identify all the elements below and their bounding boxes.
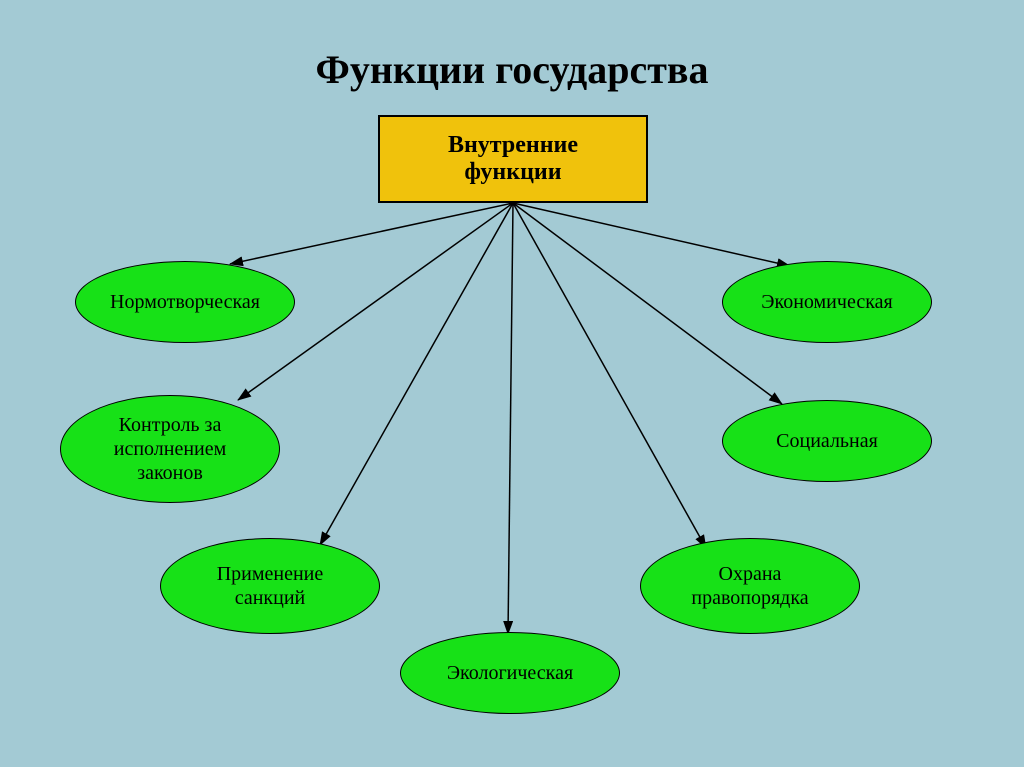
- node-n4: Экологическая: [400, 632, 620, 714]
- node-n1: Нормотворческая: [75, 261, 295, 343]
- node-n5: Охранаправопорядка: [640, 538, 860, 634]
- edge-n7: [513, 203, 790, 266]
- node-n3: Применениесанкций: [160, 538, 380, 634]
- edge-n4: [508, 203, 513, 634]
- page-title: Функции государства: [0, 46, 1024, 93]
- node-n7: Экономическая: [722, 261, 932, 343]
- node-n2: Контроль заисполнениемзаконов: [60, 395, 280, 503]
- edge-n1: [230, 203, 513, 264]
- diagram-canvas: Функции государства Внутренниефункции Но…: [0, 0, 1024, 767]
- edge-n3: [320, 203, 513, 545]
- root-node: Внутренниефункции: [378, 115, 648, 203]
- edge-n5: [513, 203, 706, 548]
- node-n6: Социальная: [722, 400, 932, 482]
